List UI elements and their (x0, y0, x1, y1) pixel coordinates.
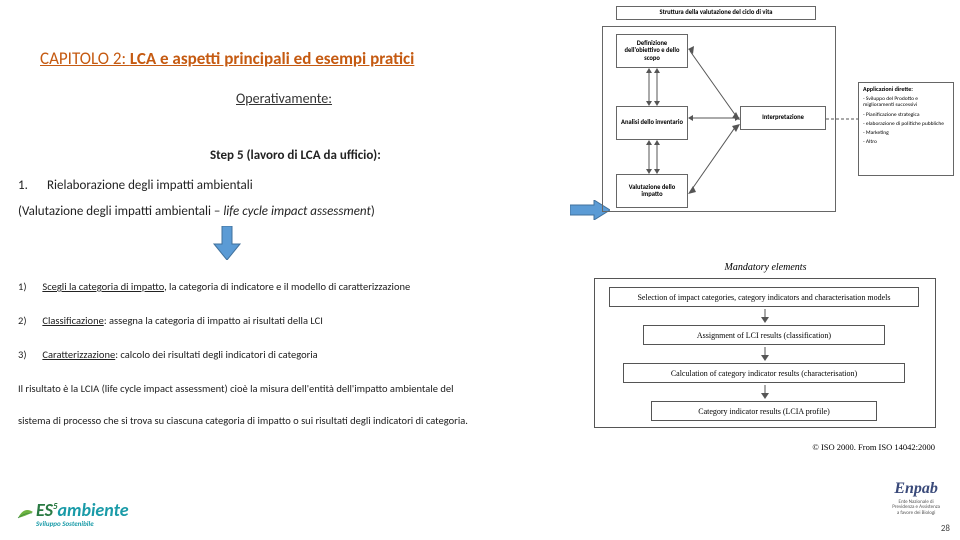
flow-arrow-inv-interp (688, 114, 740, 122)
paren-a: (Valutazione degli impatti ambientali – (18, 204, 223, 219)
app-4: - Marketing (863, 130, 889, 136)
app-5: - Altro (863, 139, 877, 145)
step-3-idx: 3) (18, 348, 40, 361)
flow-header: Struttura della valutazione del ciclo di… (616, 6, 816, 20)
logo-text: ES5ambiente (36, 499, 129, 521)
mand-arrow-1 (759, 309, 771, 323)
lca-structure-diagram: Struttura della valutazione del ciclo di… (596, 6, 956, 216)
item-1-text: Rielaborazione degli impatti ambientali (47, 178, 253, 193)
flow-dash-connector (826, 116, 858, 122)
app-3: - elaborazione di politiche pubbliche (863, 121, 944, 127)
result-line-1: Il risultato è la LCIA (life cycle impac… (18, 382, 453, 395)
step-3-rest: : calcolo dei risultati degli indicatori… (115, 348, 318, 361)
logo-esambiente: ES5ambiente Sviluppo Sostenibile (16, 499, 129, 528)
app-2: - Pianificazione strategica (863, 112, 919, 118)
flow-arrow-1-2 (644, 68, 662, 106)
flow-box-interpretation: Interpretazione (740, 106, 826, 130)
logo-enpab: Enpab Ente Nazionale di Previdenza e Ass… (892, 480, 940, 517)
mand-arrow-2 (759, 347, 771, 361)
mand-cell-2: Assignment of LCI results (classificatio… (643, 325, 885, 345)
enpab-sub: Ente Nazionale di Previdenza e Assistenz… (892, 500, 940, 517)
down-arrow-icon (212, 226, 242, 260)
step-1-u: Scegli la categoria di impatto (42, 280, 164, 293)
leaf-icon (16, 508, 34, 520)
page-number: 28 (941, 523, 950, 534)
item-1-num: 1. (18, 178, 44, 193)
flow-arrow-impact-interp (688, 124, 740, 196)
flow-arrow-goal-interp (688, 46, 740, 122)
apps-title: Applicazioni dirette: (863, 86, 913, 93)
app-1: - Sviluppo del Prodotto e miglioramenti … (863, 96, 949, 109)
subtitle-operativamente: Operativamente: (236, 90, 332, 107)
step-1-rest: , la categoria di indicatore e il modell… (164, 280, 410, 293)
flow-box-impact: Valutazione dello impatto (616, 174, 688, 208)
step-2-u: Classificazione (42, 314, 103, 327)
step-1: 1) Scegli la categoria di impatto, la ca… (18, 280, 410, 293)
mand-citation: © ISO 2000. From ISO 14042:2000 (812, 442, 935, 452)
step-3-u: Caratterizzazione (42, 348, 115, 361)
result-line-2: sistema di processo che si trova su cias… (18, 414, 468, 427)
mand-cell-4: Category indicator results (LCIA profile… (651, 401, 877, 421)
flow-applications-box: Applicazioni dirette: - Sviluppo del Pro… (858, 82, 954, 176)
mand-outer-frame: Selection of impact categories, category… (594, 278, 936, 428)
step-2-idx: 2) (18, 314, 40, 327)
step5-heading: Step 5 (lavoro di LCA da ufficio): (210, 148, 381, 163)
paren-line: (Valutazione degli impatti ambientali – … (18, 204, 375, 219)
mand-cell-1: Selection of impact categories, category… (609, 287, 919, 307)
paren-b: life cycle impact assessment (223, 204, 371, 219)
item-1: 1. Rielaborazione degli impatti ambienta… (18, 178, 253, 193)
chapter-main: LCA e aspetti principali ed esempi prati… (130, 48, 414, 69)
flow-box-goal: Definizione dell'obiettivo e dello scopo (616, 34, 688, 68)
step-2-rest: : assegna la categoria di impatto ai ris… (104, 314, 323, 327)
paren-c: ) (371, 204, 375, 219)
step-3: 3) Caratterizzazione: calcolo dei risult… (18, 348, 318, 361)
mand-cell-3: Calculation of category indicator result… (623, 363, 905, 383)
flow-box-inventory: Analisi dello inventario (616, 106, 688, 140)
enpab-name: Enpab (892, 480, 940, 498)
chapter-title: CAPITOLO 2: LCA e aspetti principali ed … (40, 48, 414, 69)
step-2: 2) Classificazione: assegna la categoria… (18, 314, 323, 327)
chapter-prefix: CAPITOLO 2: (40, 48, 130, 69)
mand-title: Mandatory elements (588, 262, 943, 273)
mandatory-elements-diagram: Mandatory elements Selection of impact c… (588, 262, 943, 452)
flow-arrow-2-3 (644, 140, 662, 174)
step-1-idx: 1) (18, 280, 40, 293)
mand-arrow-3 (759, 385, 771, 399)
